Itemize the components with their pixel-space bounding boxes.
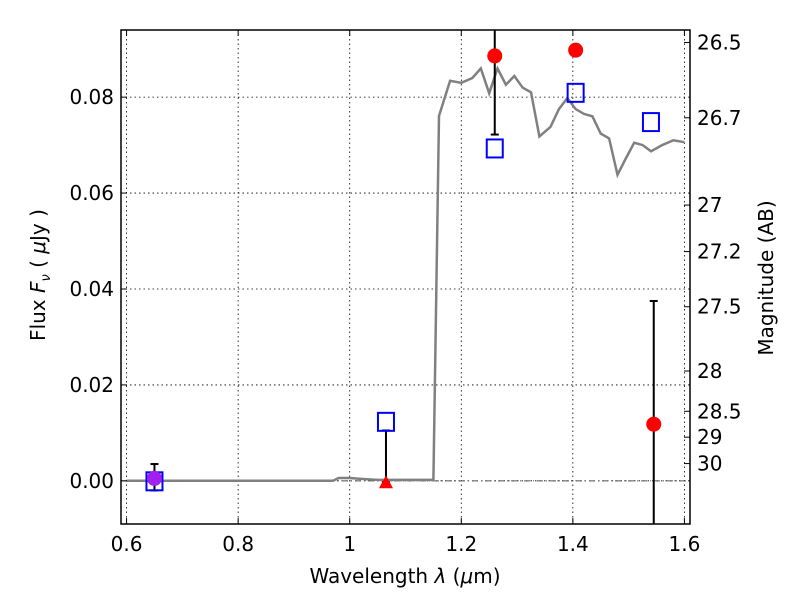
x-tick-label: 1.2 [445,532,477,556]
x-tick-label: 1 [343,532,356,556]
y2-tick-label: 26.7 [697,106,742,130]
y-tick-label: 0.04 [69,277,114,301]
series-layer [126,30,685,524]
grid [121,30,690,524]
y2-tick-label: 27.2 [697,240,742,264]
y2-axis-label: Magnitude (AB) [754,200,778,355]
model-photometry-square [641,112,660,133]
y-axis-label: Flux Fν ( μJy ) [26,209,54,341]
y2-tick-label: 28 [697,359,722,383]
model-photometry-square [566,82,585,103]
x-axis-label: Wavelength λ (μm) [309,564,500,588]
y2-tick-label: 28.5 [697,399,742,423]
y2-tick-label: 29 [697,425,722,449]
model-photometry-square [485,138,504,159]
y-tick-label: 0.00 [69,469,114,493]
y-tick-label: 0.08 [69,85,114,109]
model-photometry-square [376,411,395,432]
plot-frame [120,29,691,525]
x-tick-label: 0.6 [111,532,143,556]
y2-tick-label: 27 [697,193,722,217]
y-tick-label: 0.02 [69,373,114,397]
upper-limit-triangle [378,475,393,489]
y2-tick-label: 27.5 [697,295,742,319]
observed-point [146,470,162,486]
x-tick-label: 0.8 [222,532,254,556]
x-tick-label: 1.4 [557,532,589,556]
observed-point [646,416,662,432]
x-tick-label: 1.6 [669,532,701,556]
y2-tick-label: 26.5 [697,30,742,54]
model-spectrum-line [126,65,685,483]
axes: 0.6 0.8 1 1.2 1.4 1.6 0.00 0.02 0.04 0.06 0.08 26.5… [69,30,742,556]
observed-point [568,42,584,58]
y-tick-label: 0.06 [69,181,114,205]
y2-tick-label: 30 [697,452,722,476]
observed-point [487,48,503,64]
